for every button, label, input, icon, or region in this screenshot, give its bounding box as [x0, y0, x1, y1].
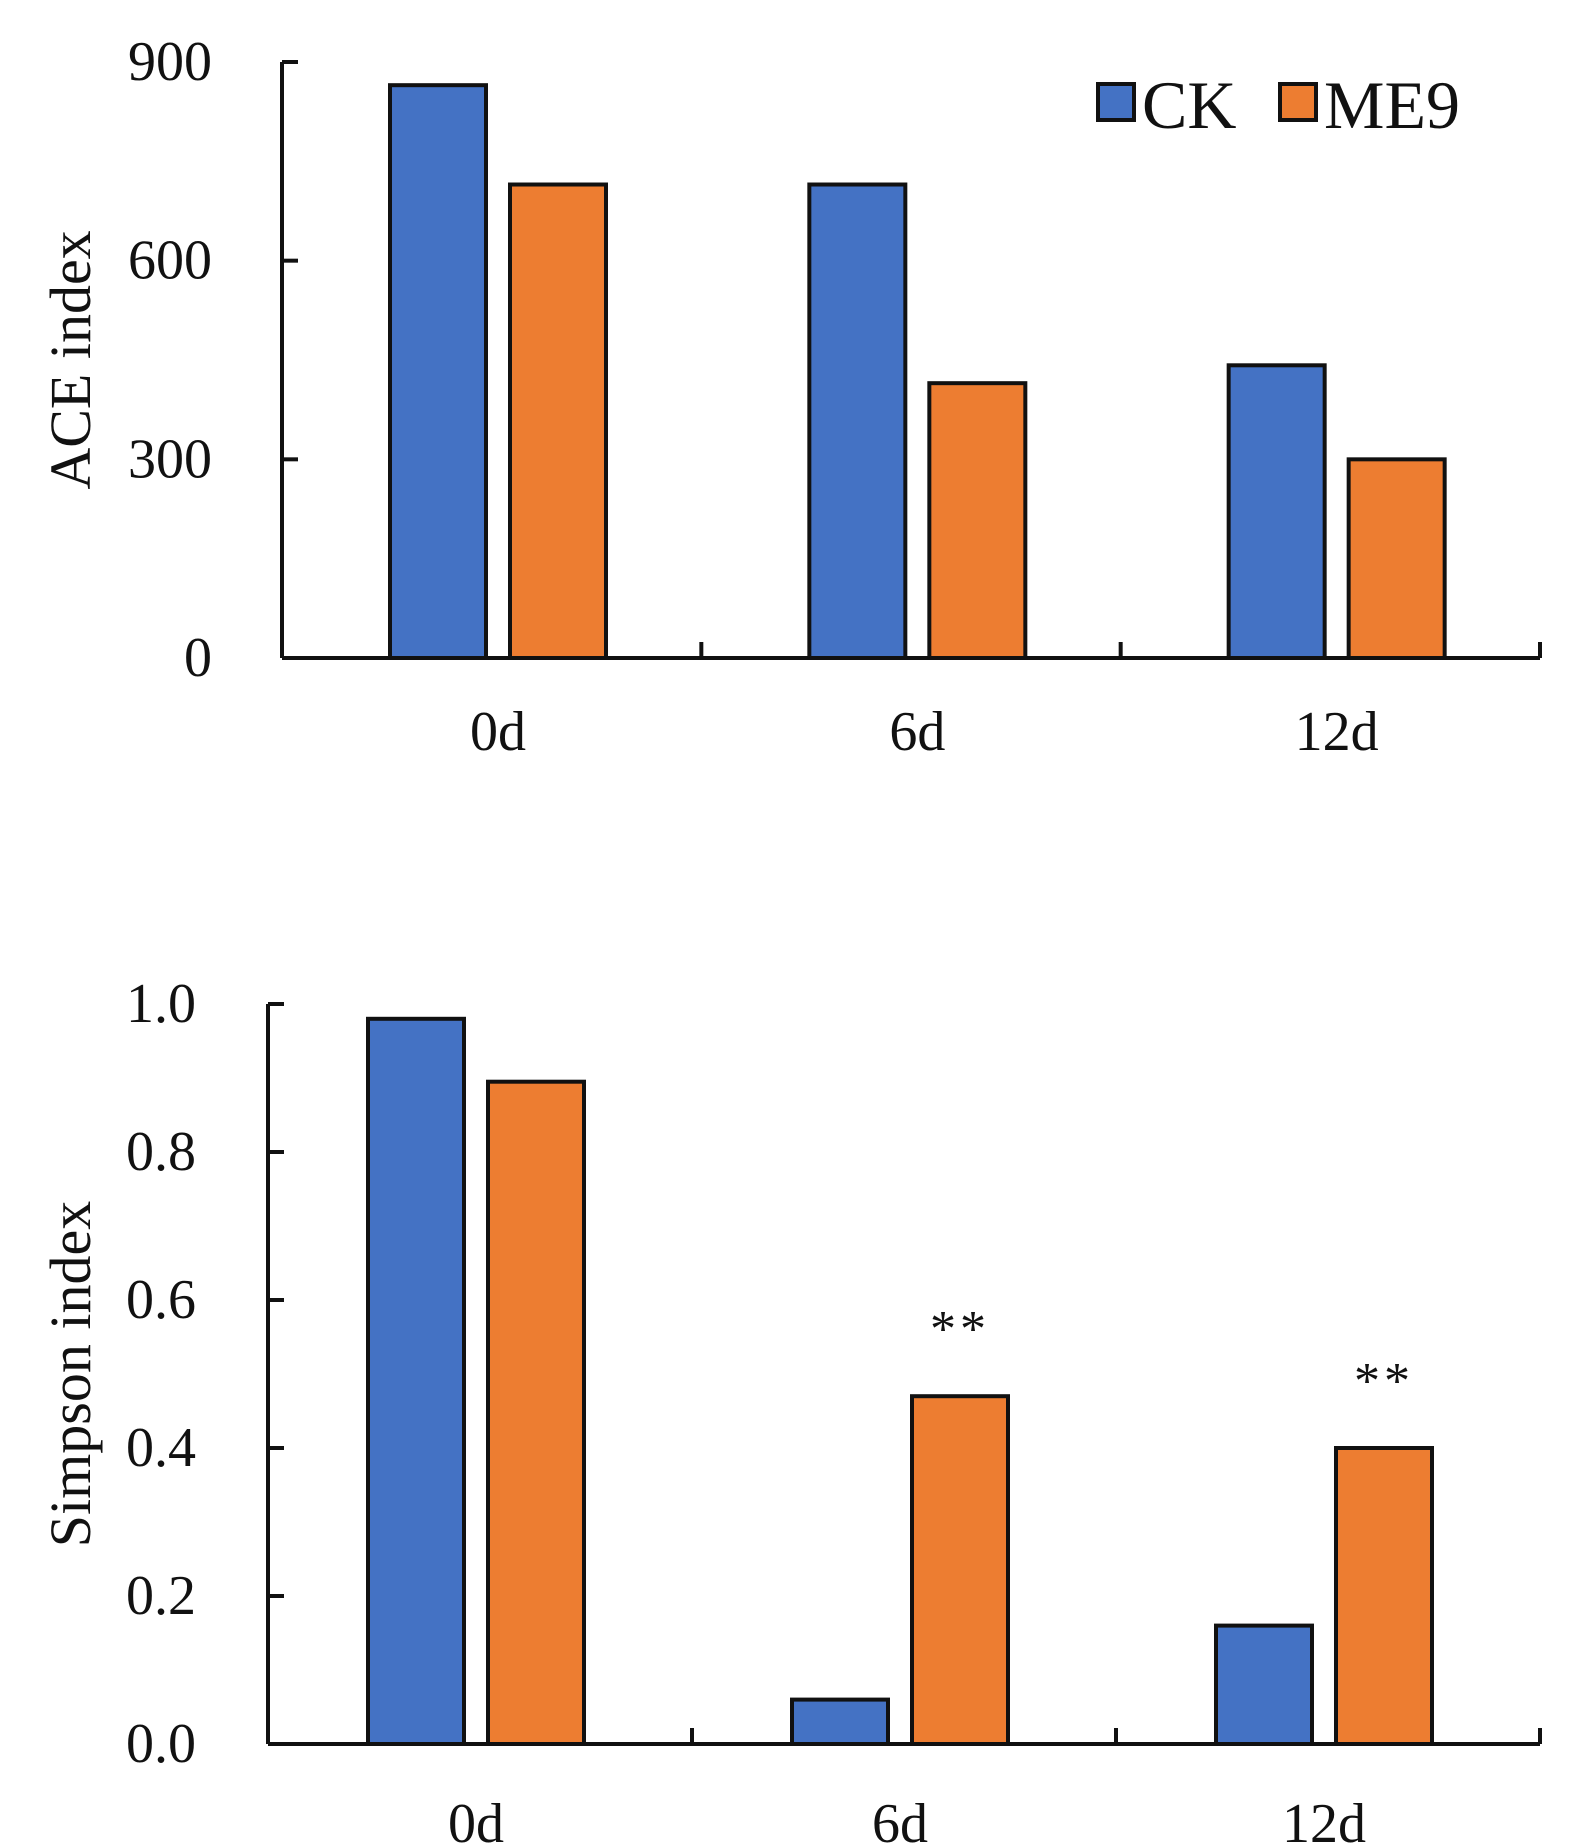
legend-swatch-ck [1096, 82, 1136, 122]
bar-me9-6d [927, 381, 1028, 660]
y-tick-label: 0 [184, 627, 212, 689]
legend: CK ME9 [1096, 67, 1460, 143]
bar-me9-0d [486, 1079, 586, 1746]
simpson-index-chart: 0.0 0.2 0.4 0.6 0.8 1.0 Simpson index 0d 6d 12d **… [38, 973, 1542, 1844]
bar-ck-12d [1226, 363, 1327, 660]
bar-me9-0d [508, 182, 608, 660]
bar-ck-6d [807, 182, 908, 660]
x-tick-label: 6d [889, 701, 945, 763]
legend-label-me9: ME9 [1324, 67, 1460, 143]
legend-label-ck: CK [1142, 67, 1236, 143]
y-tick-label: 0.6 [126, 1269, 196, 1331]
x-tick-label: 6d [872, 1793, 928, 1844]
ace-index-chart: 0 300 600 900 ACE index 0d 6d 12d [38, 31, 1542, 763]
bar-me9-12d [1346, 457, 1447, 661]
y-tick-label: 300 [128, 428, 212, 490]
x-tick-label: 0d [470, 701, 526, 763]
y-axis-title: Simpson index [38, 1201, 103, 1547]
x-tick-label: 0d [448, 1793, 504, 1844]
y-tick-label: 1.0 [126, 973, 196, 1035]
x-tick-label: 12d [1282, 1793, 1366, 1844]
legend-swatch-me9 [1278, 82, 1318, 122]
y-axis-title: ACE index [38, 230, 103, 489]
significance-label: ** [1354, 1353, 1414, 1410]
y-tick-label: 0.4 [126, 1417, 196, 1479]
bar-ck-0d [388, 83, 488, 660]
bar-ck-6d [790, 1697, 890, 1746]
y-tick-label: 0.2 [126, 1565, 196, 1627]
y-tick-label: 0.0 [126, 1713, 196, 1775]
y-tick-label: 900 [128, 31, 212, 93]
bar-ck-12d [1214, 1623, 1314, 1746]
x-tick-label: 12d [1295, 701, 1379, 763]
bar-ck-0d [366, 1016, 466, 1746]
bar-me9-12d [1334, 1446, 1434, 1746]
y-tick-label: 600 [128, 230, 212, 292]
y-tick-label: 0.8 [126, 1121, 196, 1183]
significance-label: ** [930, 1301, 990, 1358]
bar-me9-6d [910, 1394, 1010, 1746]
